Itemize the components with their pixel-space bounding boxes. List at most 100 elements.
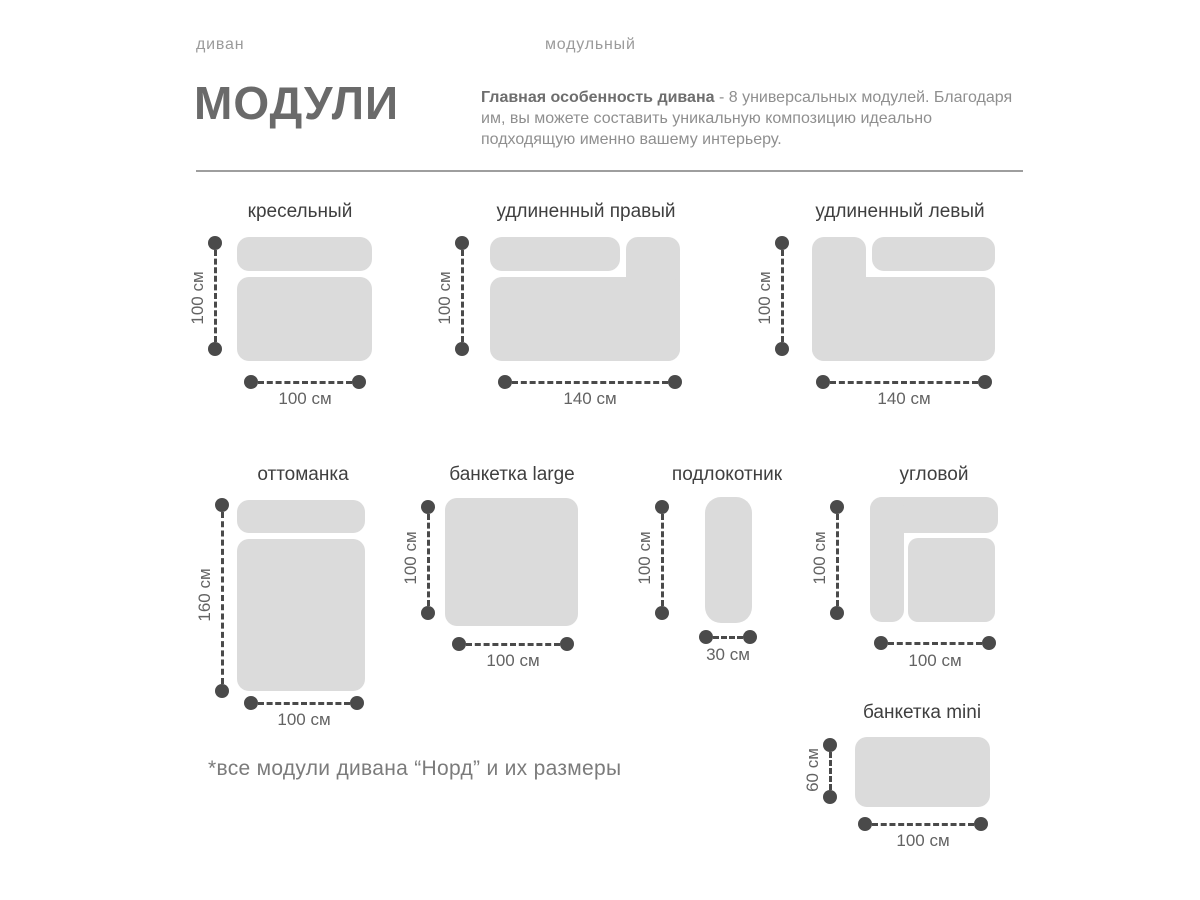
kreselny-height-dimension: [208, 236, 222, 356]
podlokotnik-width-label: 30 см: [706, 645, 750, 664]
module-title-ottomanka: оттоманка: [257, 464, 349, 485]
intro-rest: - 8 универсальных модулей. Благодаря им,…: [481, 89, 1013, 148]
udl-levy-height-label: 100 см: [755, 271, 774, 325]
dashed-line: [828, 752, 832, 790]
dimension-dot: [823, 738, 837, 752]
dimension-dot: [775, 342, 789, 356]
uglovoy-width-label: 100 см: [908, 651, 962, 670]
dimension-dot: [974, 817, 988, 831]
ottomanka-height-label: 160 см: [195, 568, 214, 622]
udl-pravy-seat: [490, 277, 680, 361]
dimension-dot: [208, 342, 222, 356]
banketka-large-height-dimension: [421, 500, 435, 620]
dimension-dot: [350, 696, 364, 710]
header-label-sofa: диван: [196, 36, 245, 53]
dimension-dot: [823, 790, 837, 804]
dashed-line: [888, 641, 982, 645]
dimension-dot: [816, 375, 830, 389]
dashed-line: [780, 250, 784, 342]
dimension-dot: [244, 696, 258, 710]
kreselny-width-label: 100 см: [278, 389, 332, 408]
banketka-large-width-dimension: [452, 637, 574, 651]
udl-levy-width-dimension: [816, 375, 992, 389]
uglovoy-height-dimension: [830, 500, 844, 620]
divider-line: [196, 170, 1023, 172]
banketka-mini-seat: [855, 737, 990, 807]
dashed-line: [220, 512, 224, 684]
dashed-line: [512, 380, 668, 384]
dimension-dot: [421, 606, 435, 620]
banketka-mini-height-label: 60 см: [803, 748, 822, 792]
podlokotnik-height-label: 100 см: [635, 531, 654, 585]
dashed-line: [466, 642, 560, 646]
udl-pravy-width-label: 140 см: [563, 389, 617, 408]
ottomanka-height-dimension: [215, 498, 229, 698]
dashed-line: [830, 380, 978, 384]
dimension-dot: [978, 375, 992, 389]
ottomanka-width-dimension: [244, 696, 364, 710]
dimension-dot: [830, 606, 844, 620]
dimension-dot: [699, 630, 713, 644]
banketka-mini-width-label: 100 см: [896, 831, 950, 850]
udl-levy-height-dimension: [775, 236, 789, 356]
module-title-uglovoy: угловой: [899, 464, 969, 485]
dimension-dot: [455, 236, 469, 250]
dimension-dot: [743, 630, 757, 644]
module-title-udlinenny-pravy: удлиненный правый: [496, 201, 676, 222]
dimension-dot: [830, 500, 844, 514]
module-title-kreselny: кресельный: [247, 201, 353, 222]
dashed-line: [660, 514, 664, 606]
kreselny-back-cushion: [237, 237, 372, 271]
dimension-dot: [244, 375, 258, 389]
dimension-dot: [421, 500, 435, 514]
dimension-dot: [215, 498, 229, 512]
uglovoy-seat: [908, 538, 995, 622]
kreselny-width-dimension: [244, 375, 366, 389]
udl-levy-back-cushion: [872, 237, 995, 271]
banketka-large-height-label: 100 см: [401, 531, 420, 585]
dashed-line: [426, 514, 430, 606]
udl-levy-seat: [812, 277, 995, 361]
ottomanka-seat: [237, 539, 365, 691]
dimension-dot: [655, 606, 669, 620]
dimension-dot: [874, 636, 888, 650]
podlokotnik-height-dimension: [655, 500, 669, 620]
dashed-line: [258, 380, 352, 384]
kreselny-seat: [237, 277, 372, 361]
kreselny-height-label: 100 см: [188, 271, 207, 325]
dashed-line: [213, 250, 217, 342]
podlokotnik-armrest: [705, 497, 752, 623]
dimension-dot: [775, 236, 789, 250]
footnote: *все модули дивана “Норд” и их размеры: [208, 757, 622, 780]
dashed-line: [872, 822, 974, 826]
udl-pravy-width-dimension: [498, 375, 682, 389]
banketka-mini-width-dimension: [858, 817, 988, 831]
module-title-banketka-mini: банкетка mini: [862, 702, 982, 723]
intro-bold: Главная особенность дивана: [481, 89, 715, 106]
module-title-banketka-large: банкетка large: [449, 464, 575, 485]
uglovoy-back-left: [870, 497, 904, 622]
ottomanka-back-cushion: [237, 500, 365, 533]
dimension-dot: [455, 342, 469, 356]
module-title-podlokotnik: подлокотник: [671, 464, 783, 485]
dimension-dot: [452, 637, 466, 651]
dimension-dot: [655, 500, 669, 514]
dimension-dot: [858, 817, 872, 831]
intro-paragraph: Главная особенность дивана - 8 универсал…: [481, 87, 1026, 150]
uglovoy-height-label: 100 см: [810, 531, 829, 585]
page-title: МОДУЛИ: [194, 77, 400, 129]
banketka-mini-height-dimension: [823, 738, 837, 804]
dimension-dot: [982, 636, 996, 650]
udl-pravy-back-cushion: [490, 237, 620, 271]
udl-pravy-height-label: 100 см: [435, 271, 454, 325]
dashed-line: [460, 250, 464, 342]
dimension-dot: [560, 637, 574, 651]
dashed-line: [835, 514, 839, 606]
dimension-dot: [215, 684, 229, 698]
dashed-line: [713, 635, 743, 639]
dimension-dot: [668, 375, 682, 389]
udl-pravy-height-dimension: [455, 236, 469, 356]
banketka-large-width-label: 100 см: [486, 651, 540, 670]
uglovoy-width-dimension: [874, 636, 996, 650]
